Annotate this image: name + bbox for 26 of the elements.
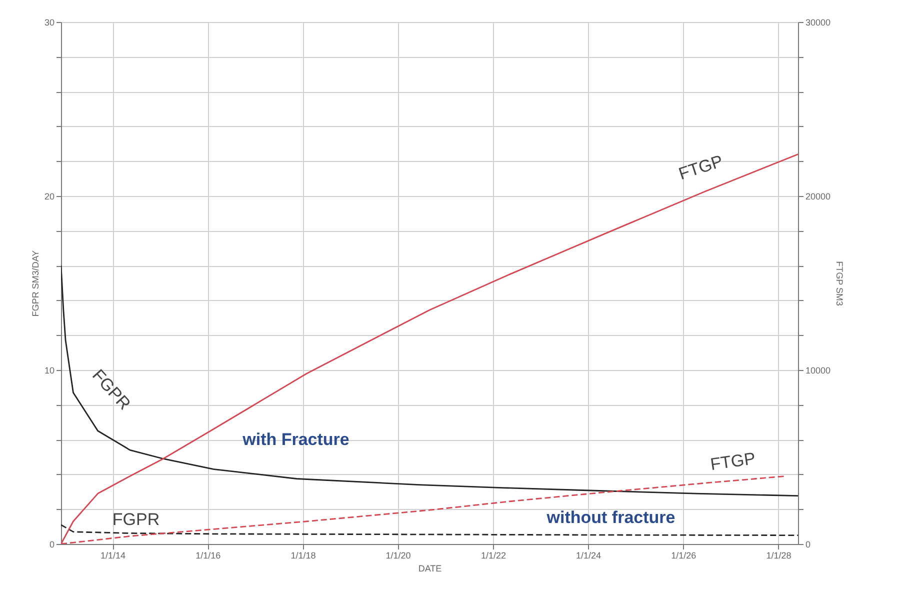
annotation: FGPR: [112, 510, 160, 529]
x-tick-label: 1/1/26: [671, 550, 696, 560]
y-tick-label: 30: [44, 18, 54, 28]
x-tick-label: 1/1/28: [766, 550, 792, 560]
y2-tick-label: 10000: [806, 366, 831, 376]
annotation: without fracture: [546, 508, 676, 527]
y-axis-title: FGPR SM3/DAY: [30, 250, 40, 317]
annotation: with Fracture: [242, 430, 350, 449]
annotation: FTGP: [709, 448, 757, 474]
annotation: FTGP: [676, 151, 726, 184]
y2-axis-title: FTGP SM3: [834, 261, 845, 306]
y2-tick-label: 30000: [806, 18, 831, 28]
y-tick-label: 20: [44, 192, 54, 202]
y2-tick-label: 0: [806, 540, 811, 550]
x-tick-label: 1/1/16: [196, 550, 221, 560]
x-tick-label: 1/1/20: [386, 550, 411, 560]
x-tick-label: 1/1/14: [100, 550, 126, 560]
x-axis-title: DATE: [418, 564, 442, 574]
x-tick-label: 1/1/22: [480, 550, 506, 560]
y-tick-label: 10: [44, 366, 54, 376]
x-tick-label: 1/1/24: [576, 550, 602, 560]
line-series: [61, 524, 798, 536]
y2-tick-label: 20000: [806, 192, 831, 202]
line-series: [61, 264, 798, 496]
x-tick-label: 1/1/18: [290, 550, 316, 560]
y-tick-label: 0: [49, 540, 54, 550]
